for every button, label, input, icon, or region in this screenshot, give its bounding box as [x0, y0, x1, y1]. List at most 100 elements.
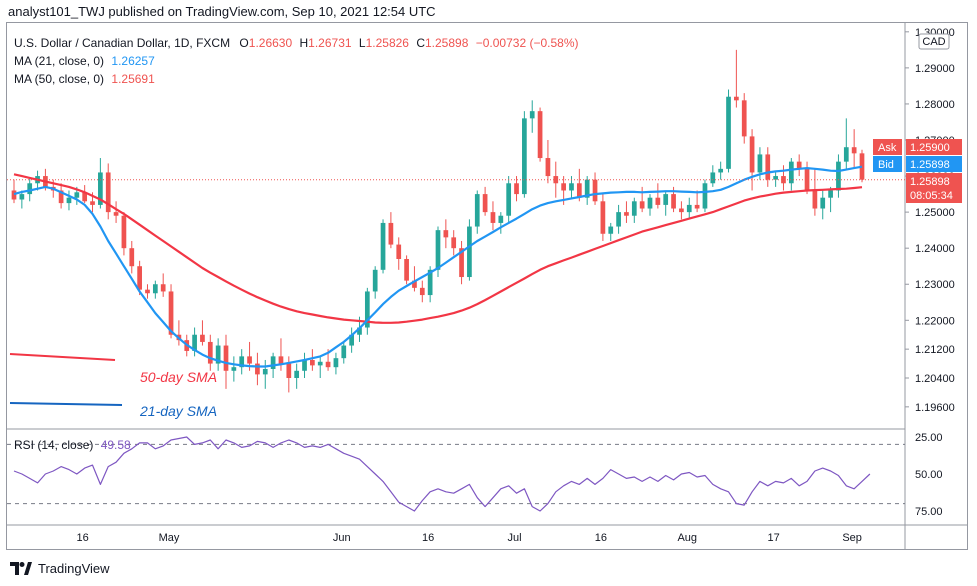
- candle-body: [396, 244, 402, 259]
- candle-body: [333, 358, 339, 368]
- legend-ma50-label: MA (50, close, 0): [14, 72, 105, 86]
- candle-body: [702, 183, 708, 209]
- candle-body: [522, 118, 527, 195]
- tradingview-logo-icon: [10, 562, 32, 575]
- currency-label: CAD: [922, 36, 945, 48]
- candle-body: [781, 176, 786, 184]
- footer-brand: TradingView: [10, 561, 110, 576]
- candle-body: [576, 183, 582, 198]
- sma21-annotation-line: [9, 402, 123, 406]
- candle-body: [278, 356, 284, 364]
- candle-body: [113, 212, 119, 216]
- candle-body: [231, 367, 237, 371]
- price-tick-label: 1.21200: [915, 344, 955, 356]
- candle-body: [529, 111, 535, 119]
- candle-body: [419, 287, 425, 296]
- candle-body: [474, 194, 480, 227]
- publish-header: analyst101_TWJ published on TradingView.…: [8, 4, 436, 19]
- candle-body: [741, 100, 747, 137]
- legend-close: 1.25898: [425, 36, 469, 50]
- candle-body: [757, 154, 763, 173]
- candle-body: [584, 179, 590, 198]
- candle-body: [506, 183, 512, 216]
- candle-body: [655, 197, 661, 205]
- bid-label-box: [873, 156, 902, 172]
- price-tick-label: 1.28000: [915, 99, 955, 111]
- candle-body: [262, 368, 268, 375]
- candle-body: [843, 147, 849, 162]
- candle-body: [467, 226, 472, 278]
- candle-body: [388, 222, 394, 245]
- candle-body: [160, 284, 166, 292]
- candle-body: [820, 197, 826, 209]
- legend-c-label: C: [416, 36, 425, 50]
- candle-body: [152, 284, 158, 294]
- candle-body: [66, 197, 72, 204]
- time-tick-label: Jul: [507, 532, 521, 544]
- time-tick-label: 16: [595, 532, 607, 544]
- ask-value-box: [906, 139, 962, 155]
- time-tick-label: 16: [77, 532, 89, 544]
- candle-body: [239, 356, 245, 368]
- candle-body: [317, 361, 323, 366]
- price-tick-label: 1.20400: [915, 373, 955, 385]
- price-tick-label: 1.25000: [915, 207, 955, 219]
- candle-body: [192, 334, 197, 351]
- candle-body: [804, 168, 810, 191]
- legend-ma21-row: MA (21, close, 0) 1.26257: [14, 54, 155, 68]
- legend-change: −0.00732 (−0.58%): [475, 36, 579, 50]
- legend-h-label: H: [299, 36, 309, 50]
- candle-body: [608, 226, 614, 234]
- candle-body: [828, 190, 833, 198]
- bid-value: 1.25898: [910, 159, 950, 171]
- candle-body: [404, 259, 409, 281]
- candle-body: [435, 230, 441, 270]
- legend-ma21-value: 1.26257: [111, 54, 155, 68]
- candle-body: [679, 208, 684, 213]
- candle-body: [710, 172, 716, 184]
- candle-body: [663, 194, 669, 205]
- legend-rsi-row: RSI (14, close) 49.58: [14, 438, 131, 452]
- legend-symbol: U.S. Dollar / Canadian Dollar, 1D, FXCM: [14, 36, 231, 50]
- candle-body: [200, 334, 205, 342]
- candle-body: [129, 248, 135, 267]
- currency-box: [918, 33, 950, 50]
- candle-body: [310, 359, 315, 366]
- candle-body: [11, 190, 17, 200]
- legend-ma50-value: 1.25691: [111, 72, 155, 86]
- bar-countdown: 08:05:34: [910, 190, 953, 202]
- candle-body: [545, 158, 551, 177]
- candle-body: [639, 201, 645, 209]
- candle-body: [537, 111, 543, 159]
- candle-body: [734, 96, 739, 101]
- candle-body: [380, 222, 386, 270]
- time-tick-label: Jun: [333, 532, 351, 544]
- time-tick-label: 16: [422, 532, 434, 544]
- candle-body: [364, 291, 370, 328]
- price-tick-label: 1.29000: [915, 63, 955, 75]
- candle-body: [372, 269, 378, 292]
- candle-body: [286, 363, 292, 378]
- ask-label-box: [873, 139, 902, 155]
- candle-body: [561, 183, 566, 191]
- candle-body: [412, 280, 417, 288]
- candle-body: [137, 266, 142, 290]
- candle-body: [836, 161, 841, 191]
- legend-ma21-label: MA (21, close, 0): [14, 54, 105, 68]
- price-tick-label: 1.24000: [915, 243, 955, 255]
- rsi-tick-label: 50.00: [915, 469, 943, 481]
- time-tick-label: May: [159, 532, 180, 544]
- last-price-box: [906, 173, 962, 203]
- candle-body: [553, 176, 559, 184]
- candle-body: [349, 334, 354, 346]
- candle-body: [671, 194, 676, 209]
- sma21-annotation-text: 21-day SMA: [139, 403, 217, 419]
- candle-body: [74, 192, 80, 198]
- chart-frame: [6, 22, 968, 550]
- bid-value-box: [906, 156, 962, 172]
- candle-body: [569, 183, 574, 191]
- candle-body: [490, 212, 496, 223]
- ask-value: 1.25900: [910, 142, 950, 154]
- legend-l-label: L: [358, 36, 366, 50]
